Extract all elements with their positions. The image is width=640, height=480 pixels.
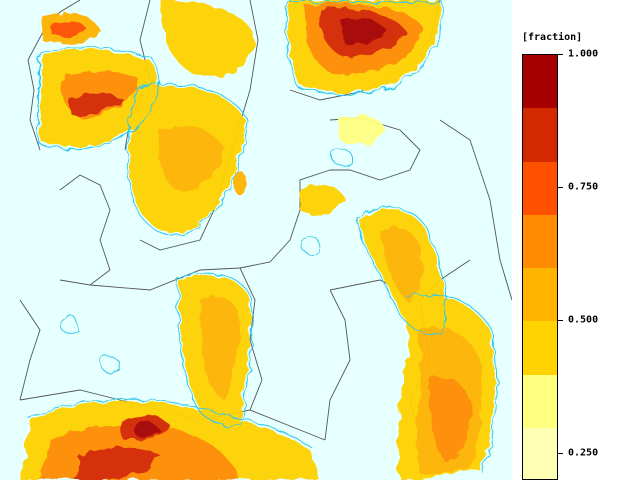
legend-tick-mark xyxy=(558,453,563,455)
legend-unit-label: [fraction] xyxy=(522,32,583,43)
field-poland-east xyxy=(397,296,496,480)
legend-tick-mark xyxy=(558,187,563,189)
legend-swatch xyxy=(523,427,557,479)
legend-swatch xyxy=(523,161,557,215)
coastline-denmark xyxy=(59,174,111,286)
legend-swatch xyxy=(523,55,557,109)
field-finland xyxy=(288,0,441,92)
fraction-field xyxy=(20,0,496,480)
legend-swatch xyxy=(523,268,557,322)
field-norway-mountains xyxy=(40,0,255,147)
border-netherlands-germany xyxy=(19,299,41,401)
legend-tick-mark xyxy=(558,54,563,55)
legend-tick-label: 0.250 xyxy=(568,447,599,459)
map-panel[interactable] xyxy=(0,0,512,480)
field-central-mountains xyxy=(20,401,320,480)
legend-tick-mark xyxy=(558,320,563,322)
legend-tick-label: 0.500 xyxy=(568,314,599,326)
color-legend: [fraction] 1.000 0.750 0.500 0.250 xyxy=(512,0,640,480)
border-germany-poland xyxy=(239,267,263,411)
legend-swatch xyxy=(523,374,557,428)
coastline-norway xyxy=(27,0,81,151)
legend-swatch xyxy=(523,321,557,375)
map-canvas xyxy=(19,0,512,480)
contour-lines xyxy=(27,1,498,473)
legend-tick-label: 1.000 xyxy=(568,48,599,60)
field-baltics xyxy=(300,114,445,333)
border-russia xyxy=(439,119,512,301)
legend-color-bar xyxy=(522,54,558,480)
border-poland-east xyxy=(324,289,351,441)
field-sweden-south xyxy=(130,86,246,233)
legend-swatch xyxy=(523,214,557,268)
legend-swatch xyxy=(523,108,557,162)
legend-tick-label: 0.750 xyxy=(568,181,599,193)
field-poland-west xyxy=(179,275,251,424)
